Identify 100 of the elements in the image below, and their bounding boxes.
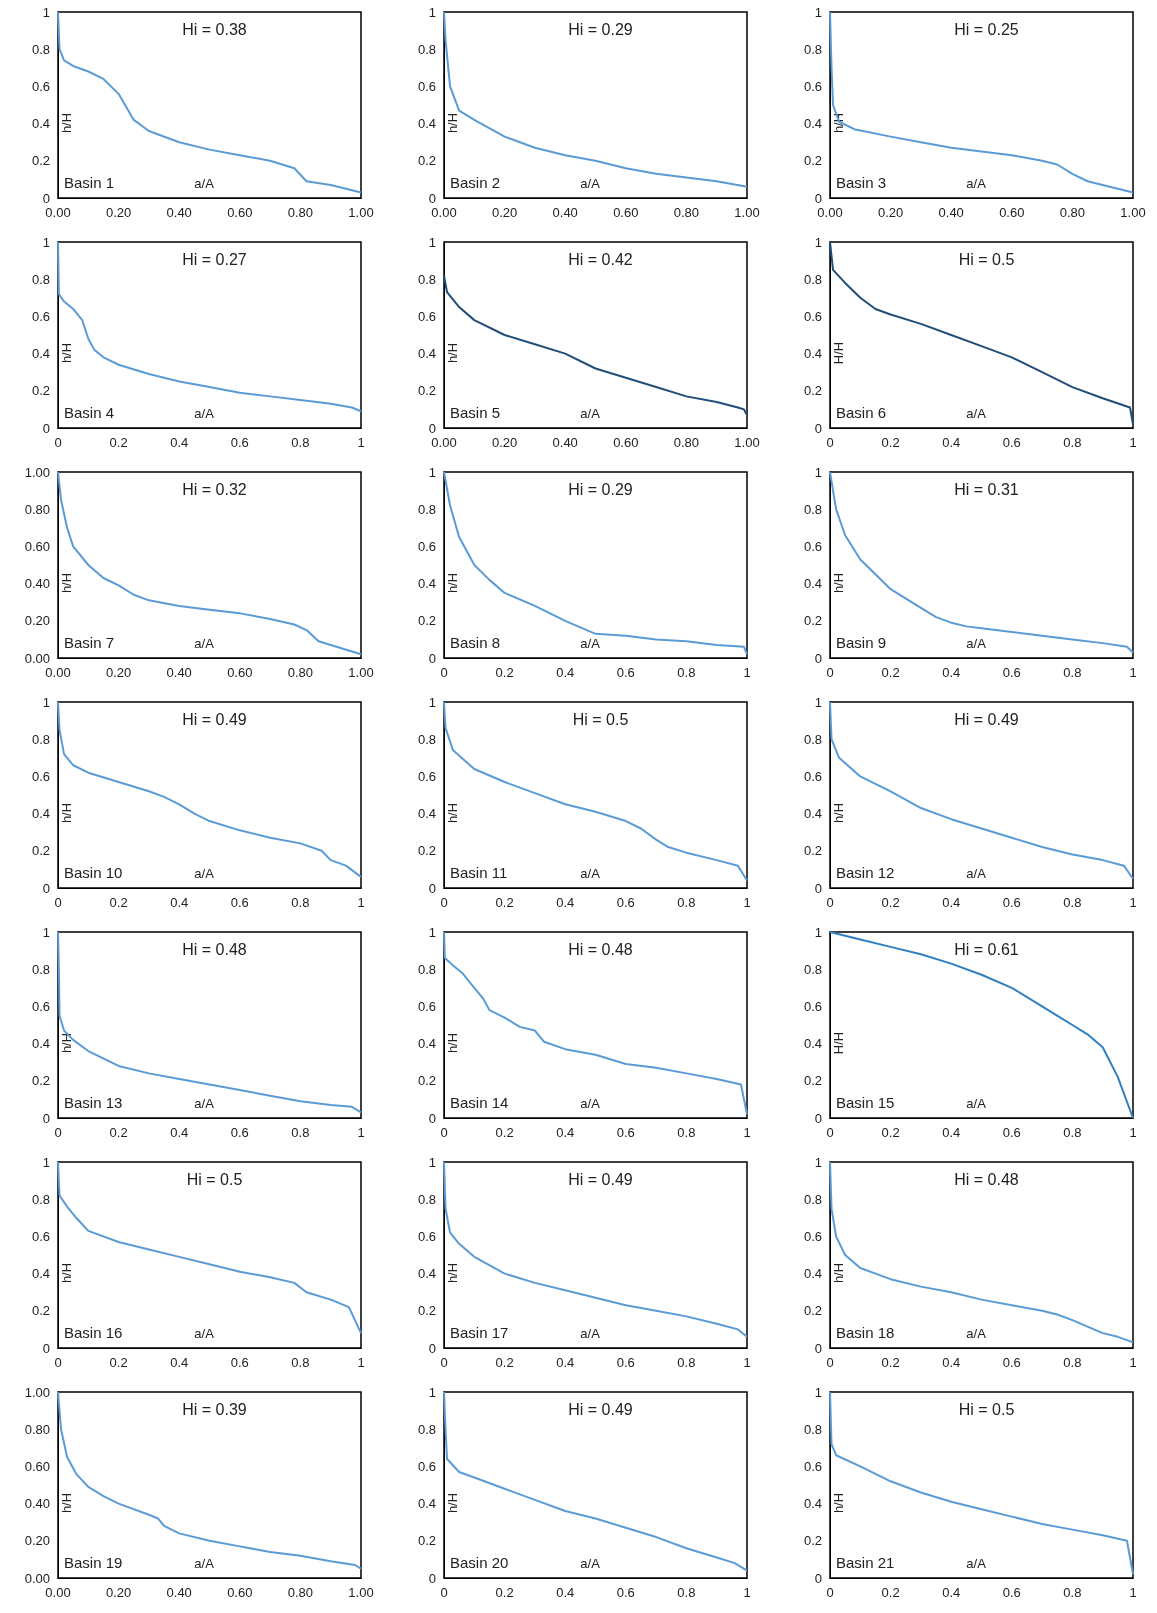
x-tick-label: 0.6	[616, 1125, 635, 1140]
y-tick-label: 1	[42, 694, 50, 710]
x-tick-label: 0.40	[166, 205, 192, 220]
y-tick-label: 0.8	[417, 1191, 436, 1207]
x-tick-label: 0.8	[677, 1355, 696, 1370]
x-tick-label: 0.8	[291, 435, 310, 450]
x-axis-title: a/A	[966, 406, 987, 421]
y-tick-label: 0	[814, 650, 822, 666]
x-tick-label: 0.80	[673, 435, 700, 450]
x-axis-title: a/A	[194, 636, 215, 651]
line-series	[57, 471, 362, 656]
x-tick-label: 0	[826, 665, 834, 680]
x-tick-label: 0	[440, 1585, 448, 1600]
y-tick-label: 0.8	[31, 41, 50, 57]
y-tick-label: 0.2	[417, 1073, 436, 1089]
y-tick-label: 0.8	[417, 1421, 436, 1437]
x-tick-label: 1	[743, 1585, 751, 1600]
x-tick-label: 0.4	[170, 1125, 189, 1140]
x-tick-label: 0.6	[616, 1355, 635, 1370]
x-axis-title: a/A	[194, 406, 215, 421]
text: Hi = 0.48	[182, 940, 247, 958]
y-tick-label: 1.00	[24, 1384, 50, 1400]
line-series	[829, 1391, 1134, 1576]
y-axis-title: h/H	[830, 572, 846, 594]
y-axis-title: h/H	[444, 1262, 460, 1284]
x-tick-label: 0.2	[881, 665, 900, 680]
y-tick-label: 0.4	[803, 1036, 822, 1052]
y-tick-label: 1	[814, 694, 822, 710]
y-tick-label: 0.4	[31, 346, 50, 362]
line-series	[443, 701, 748, 882]
y-tick-label: 0.4	[417, 806, 436, 822]
y-tick-label: 0.2	[31, 383, 50, 399]
x-tick-label: 0.2	[881, 1585, 900, 1600]
x-tick-label: 0	[440, 1355, 448, 1370]
y-tick-label: 0.6	[803, 308, 822, 324]
x-tick-label: 1	[1129, 1355, 1137, 1370]
x-tick-label: 0.8	[1063, 1125, 1082, 1140]
x-tick-label: 0.80	[287, 1585, 314, 1600]
text: Hi = 0.5	[958, 1400, 1015, 1418]
x-tick-label: 0.2	[881, 435, 900, 450]
annotation: Basin 10	[64, 864, 123, 881]
x-tick-label: 0	[826, 435, 834, 450]
x-axis-title: a/A	[194, 866, 215, 881]
x-tick-label: 0.6	[1002, 1125, 1021, 1140]
y-axis-title: h/H	[830, 1262, 846, 1284]
y-tick-label: 0.4	[417, 1036, 436, 1052]
y-tick-label: 0.6	[803, 1228, 822, 1244]
x-tick-label: 0.60	[999, 205, 1025, 220]
y-tick-label: 0.6	[31, 768, 50, 784]
y-tick-label: 0.6	[803, 538, 822, 554]
x-axis-title: a/A	[580, 1326, 601, 1341]
x-tick-label: 0.6	[616, 665, 635, 680]
y-tick-label: 1	[428, 694, 436, 710]
x-tick-label: 0.8	[1063, 435, 1082, 450]
y-tick-label: 0.8	[803, 731, 822, 747]
x-tick-label: 0.2	[495, 1125, 514, 1140]
x-tick-label: 1.00	[734, 435, 760, 450]
text: Hi = 0.27	[182, 250, 247, 268]
x-tick-label: 0.20	[877, 205, 904, 220]
x-tick-label: 0.2	[109, 895, 128, 910]
y-tick-label: 0.2	[31, 1303, 50, 1319]
y-tick-label: 1	[428, 1384, 436, 1400]
y-tick-label: 0	[428, 190, 436, 206]
x-tick-label: 0.8	[1063, 1355, 1082, 1370]
x-tick-label: 0.2	[881, 1355, 900, 1370]
x-tick-label: 0.6	[616, 1585, 635, 1600]
y-tick-label: 0	[814, 420, 822, 436]
x-tick-label: 0.2	[495, 1355, 514, 1370]
y-tick-label: 1	[428, 1154, 436, 1170]
x-tick-label: 0.8	[677, 1585, 696, 1600]
y-tick-label: 0.00	[24, 650, 50, 666]
y-axis-title: h/H	[58, 802, 74, 824]
x-tick-label: 0	[440, 895, 448, 910]
x-axis-title: a/A	[966, 176, 987, 191]
x-tick-label: 0.8	[291, 1355, 310, 1370]
y-tick-label: 0.8	[803, 1191, 822, 1207]
y-tick-label: 0.6	[803, 768, 822, 784]
y-axis-title: h/H	[444, 802, 460, 824]
x-axis-title: a/A	[580, 406, 601, 421]
y-tick-label: 0.2	[803, 383, 822, 399]
x-tick-label: 0.8	[677, 895, 696, 910]
x-tick-label: 0.8	[291, 895, 310, 910]
x-tick-label: 0.4	[942, 895, 961, 910]
y-tick-label: 0.4	[803, 1266, 822, 1282]
annotation: Basin 21	[836, 1554, 895, 1571]
text: Hi = 0.29	[568, 480, 633, 498]
y-tick-label: 0.4	[31, 1036, 50, 1052]
x-tick-label: 0.6	[616, 895, 635, 910]
y-tick-label: 0	[428, 1570, 436, 1586]
y-tick-label: 0.6	[803, 1458, 822, 1474]
x-axis-title: a/A	[194, 1096, 215, 1111]
text: Hi = 0.5	[572, 710, 629, 728]
x-tick-label: 0.40	[552, 205, 578, 220]
y-tick-label: 0	[814, 1340, 822, 1356]
x-tick-label: 0.60	[613, 205, 639, 220]
x-tick-label: 0	[440, 665, 448, 680]
x-axis-title: a/A	[580, 866, 601, 881]
x-tick-label: 0.8	[1063, 895, 1082, 910]
text: Hi = 0.38	[182, 20, 247, 38]
x-tick-label: 0.4	[170, 435, 189, 450]
